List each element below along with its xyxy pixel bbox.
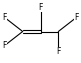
- Text: F: F: [3, 41, 7, 50]
- Text: F: F: [56, 47, 61, 56]
- Text: F: F: [38, 3, 43, 12]
- Text: F: F: [74, 13, 78, 22]
- Text: F: F: [3, 13, 7, 22]
